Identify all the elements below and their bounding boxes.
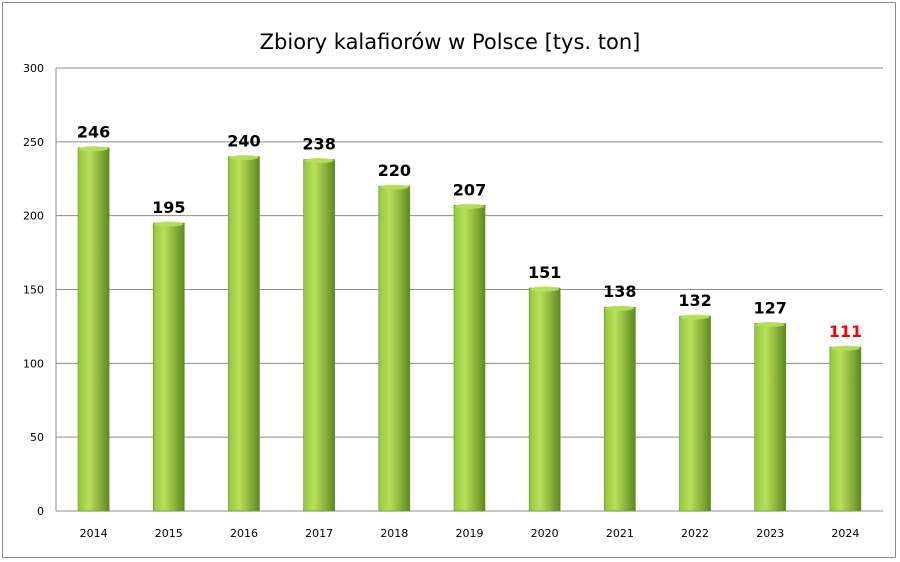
bar-cap-2018 (379, 184, 409, 190)
data-label-2019: 207 (453, 180, 486, 199)
bar-2019 (453, 205, 486, 512)
x-tick-label-2020: 2020 (531, 527, 559, 540)
bar-2018 (378, 185, 411, 512)
data-label-2022: 132 (678, 291, 711, 310)
data-label-2023: 127 (754, 298, 787, 317)
bar-2020 (528, 287, 561, 512)
data-label-2018: 220 (378, 161, 411, 180)
x-tick-label-2021: 2021 (606, 527, 634, 540)
y-tick-label: 100 (23, 357, 44, 370)
data-label-2015: 195 (152, 198, 185, 217)
bar-2014 (77, 147, 110, 512)
x-tick-label-2015: 2015 (155, 527, 183, 540)
bar-cap-2023 (755, 321, 785, 327)
y-tick-label: 0 (37, 505, 44, 518)
x-tick-label-2016: 2016 (230, 527, 258, 540)
bar-2015 (152, 222, 185, 512)
x-tick-label-2022: 2022 (681, 527, 709, 540)
y-tick-label: 300 (23, 62, 44, 75)
bar-2021 (604, 306, 636, 512)
chart-title: Zbiory kalafiorów w Polsce [tys. ton] (260, 30, 641, 54)
bar-cap-2014 (79, 146, 109, 152)
x-tick-label-2017: 2017 (305, 527, 333, 540)
data-label-2024: 111 (829, 322, 862, 341)
data-label-2021: 138 (603, 282, 636, 301)
bar-2022 (679, 315, 711, 512)
x-tick-label-2019: 2019 (456, 527, 484, 540)
y-axis-ticks: 0 50 100 150 200 250 300 (23, 62, 44, 518)
bars (77, 146, 862, 512)
x-tick-label-2014: 2014 (80, 527, 108, 540)
data-label-2020: 151 (528, 263, 561, 282)
bar-cap-2024 (830, 345, 860, 351)
bar-cap-2021 (605, 305, 635, 311)
x-axis-ticks: 2014 2015 2016 2017 2018 2019 2020 2021 2022 2023… (80, 527, 860, 540)
y-tick-label: 150 (23, 284, 44, 297)
bar-chart: Zbiory kalafiorów w Polsce [tys. ton] 0 5… (23, 30, 883, 540)
bar-2016 (228, 156, 260, 512)
y-tick-label: 250 (23, 136, 44, 149)
data-label-2014: 246 (77, 123, 110, 142)
x-tick-label-2023: 2023 (756, 527, 784, 540)
bar-cap-2022 (680, 314, 710, 320)
x-tick-label-2024: 2024 (831, 527, 859, 540)
bar-cap-2016 (229, 155, 259, 161)
y-tick-label: 200 (23, 210, 44, 223)
bar-cap-2019 (455, 203, 484, 209)
bar-2023 (754, 323, 787, 512)
data-labels: 246 195 240 238 220 207 151 138 132 127 111 (77, 123, 862, 341)
bar-cap-2017 (304, 158, 334, 164)
x-tick-label-2018: 2018 (380, 527, 408, 540)
bar-2017 (303, 159, 335, 512)
bar-cap-2020 (530, 286, 560, 292)
data-label-2017: 238 (302, 135, 335, 154)
y-tick-label: 50 (30, 431, 44, 444)
bar-cap-2015 (154, 221, 184, 227)
data-label-2016: 240 (227, 132, 260, 151)
bar-2024 (829, 346, 862, 512)
